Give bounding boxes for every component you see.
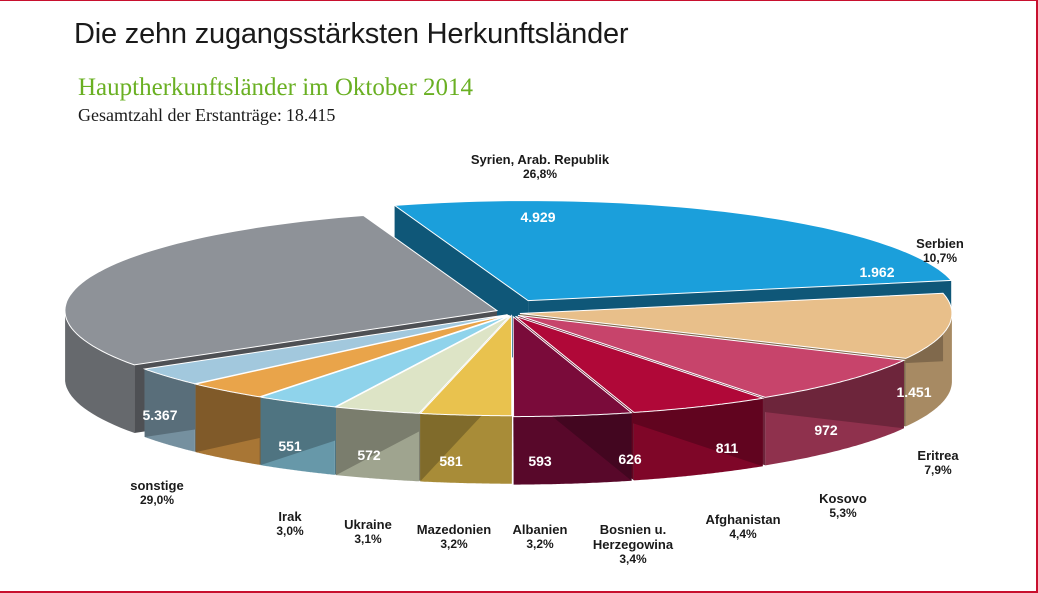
- total-value: 18.415: [285, 105, 336, 125]
- slice-value-label: 572: [357, 447, 381, 463]
- slice-percent: 3,1%: [354, 532, 382, 546]
- slice-top-serbien: [519, 292, 953, 359]
- slice-category: Irak: [278, 509, 302, 524]
- slice-name-label: Syrien, Arab. Republik 26,8%: [471, 152, 609, 182]
- slice-percent: 3,4%: [619, 552, 647, 566]
- slice-category: Syrien, Arab. Republik: [470, 152, 610, 167]
- slice-top-bosnien-u-herzegowina: [419, 314, 513, 417]
- slice-top-irak: [142, 314, 508, 385]
- frame-right-border: [1036, 0, 1038, 593]
- slice-category: Ukraine: [344, 517, 392, 532]
- slice-category: sonstige: [130, 478, 184, 493]
- slice-category: Afghanistan: [705, 512, 781, 527]
- slice-top-mazedonien: [260, 314, 510, 408]
- slice-value-label: 626: [618, 451, 642, 467]
- slice-wall: [65, 313, 135, 433]
- slice-top-eritrea: [517, 314, 906, 398]
- slice-category: Eritrea: [917, 448, 959, 463]
- total-applications: Gesamtzahl der Erstanträge: 18.415: [78, 105, 335, 126]
- slice-name-label: sonstige 29,0%: [130, 478, 183, 508]
- slice-value-label: 581: [439, 453, 463, 469]
- slice-category: Mazedonien: [416, 522, 492, 537]
- slice-top-albanien: [334, 315, 511, 414]
- slice-value-label: 1.962: [859, 264, 894, 280]
- slice-name-label: Eritrea 7,9%: [917, 448, 958, 478]
- slice-percent: 10,7%: [922, 251, 958, 265]
- slice-top-kosovo: [515, 315, 765, 413]
- slice-percent: 7,9%: [924, 463, 952, 477]
- slice-percent: 29,0%: [139, 493, 175, 507]
- chart-title: Die zehn zugangsstärksten Herkunftslände…: [74, 18, 629, 50]
- slice-name-label: Ukraine 3,1%: [344, 517, 392, 547]
- slice-percent: 26,8%: [522, 167, 558, 181]
- slice-top-syrien-arab-republik: [393, 200, 953, 302]
- slice-name-label: Serbien 10,7%: [916, 236, 964, 266]
- slice-name-label: Bosnien u. Herzegowina 3,4%: [593, 522, 673, 567]
- slice-name-label: Albanien 3,2%: [513, 522, 568, 552]
- slice-name-label: Kosovo 5,3%: [819, 491, 867, 521]
- slice-value-label: 811: [716, 440, 739, 456]
- slice-value-label: 593: [528, 453, 552, 469]
- slice-top-ukraine: [193, 314, 509, 398]
- slice-category: Albanien: [512, 522, 568, 537]
- slice-value-label: 5.367: [142, 407, 177, 423]
- slice-percent: 5,3%: [829, 506, 857, 520]
- slice-name-label: Mazedonien 3,2%: [417, 522, 491, 552]
- frame-top-border: [0, 0, 1038, 1]
- slice-top-afghanistan: [512, 315, 633, 418]
- frame-bottom-border: [0, 591, 1038, 593]
- slice-value-label: 4.929: [520, 209, 555, 225]
- slice-category: Bosnien u. Herzegowina: [592, 522, 674, 552]
- slice-value-label: 1.451: [896, 384, 931, 400]
- slice-percent: 3,0%: [276, 524, 304, 538]
- slice-percent: 3,2%: [526, 537, 554, 551]
- slice-value-label: 551: [278, 438, 302, 454]
- slice-category: Serbien: [916, 236, 964, 251]
- slice-value-label: 972: [814, 422, 838, 438]
- slice-percent: 3,2%: [440, 537, 468, 551]
- slice-percent: 4,4%: [729, 527, 757, 541]
- slice-top-sonstige: [64, 214, 499, 366]
- chart-subtitle: Hauptherkunftsländer im Oktober 2014: [78, 74, 474, 101]
- total-label: Gesamtzahl der Erstanträge:: [78, 105, 282, 125]
- slice-name-label: Irak 3,0%: [276, 509, 303, 539]
- slice-category: Kosovo: [819, 491, 867, 506]
- slice-name-label: Afghanistan 4,4%: [705, 512, 780, 542]
